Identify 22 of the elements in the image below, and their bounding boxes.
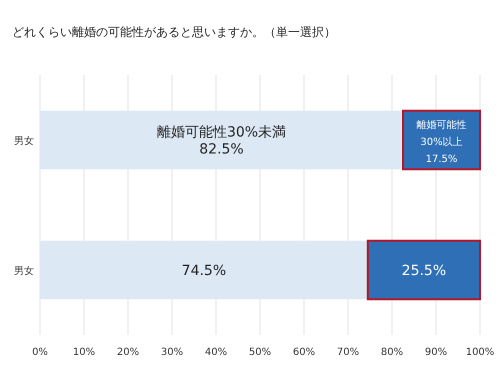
x-tick-label: 10% <box>72 347 96 358</box>
data-label: 25.5% <box>402 263 446 279</box>
data-label: 離婚可能性30%未満 82.5% <box>156 124 286 158</box>
bar <box>40 240 368 300</box>
x-tick-label: 20% <box>116 347 140 358</box>
x-tick-label: 100% <box>466 347 494 358</box>
x-tick-label: 0% <box>32 347 48 358</box>
bar <box>366 240 481 300</box>
x-tick-label: 80% <box>380 347 404 358</box>
x-tick-label: 90% <box>424 347 448 358</box>
y-tick-label: 男女 <box>14 135 34 147</box>
x-tick-label: 30% <box>160 347 184 358</box>
data-label: 離婚可能性 30%以上 17.5% <box>416 119 466 165</box>
data-label: 74.5% <box>182 263 226 279</box>
y-tick-label: 男女 <box>14 265 34 277</box>
x-tick-label: 70% <box>336 347 360 358</box>
x-tick-label: 50% <box>248 347 272 358</box>
x-tick-label: 40% <box>204 347 228 358</box>
bar <box>40 110 403 170</box>
bar <box>402 110 481 170</box>
x-tick-label: 60% <box>292 347 316 358</box>
chart-title: どれくらい離婚の可能性があると思いますか。（単一選択） <box>12 25 336 39</box>
